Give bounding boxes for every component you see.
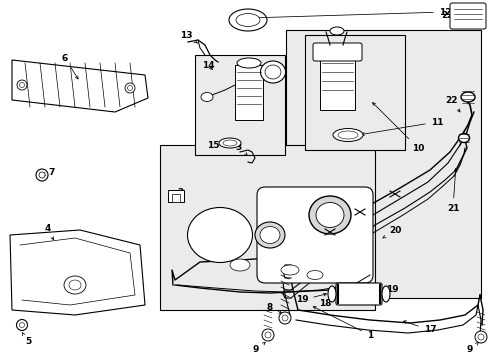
Text: 19: 19 bbox=[385, 285, 398, 294]
Text: 18: 18 bbox=[318, 293, 356, 307]
Ellipse shape bbox=[17, 320, 27, 330]
Ellipse shape bbox=[17, 80, 27, 90]
Ellipse shape bbox=[201, 93, 213, 102]
Bar bbox=[160, 145, 374, 310]
Ellipse shape bbox=[332, 129, 362, 141]
Text: 1: 1 bbox=[313, 307, 372, 339]
FancyBboxPatch shape bbox=[449, 3, 485, 29]
Bar bbox=[195, 55, 285, 155]
Ellipse shape bbox=[228, 9, 266, 31]
Ellipse shape bbox=[329, 27, 343, 35]
Text: 3: 3 bbox=[234, 143, 247, 156]
Ellipse shape bbox=[282, 315, 287, 321]
Polygon shape bbox=[12, 60, 148, 112]
Ellipse shape bbox=[187, 207, 252, 262]
Ellipse shape bbox=[20, 323, 24, 328]
Text: 2: 2 bbox=[177, 188, 183, 197]
Ellipse shape bbox=[64, 276, 86, 294]
Ellipse shape bbox=[20, 82, 24, 87]
Text: 17: 17 bbox=[403, 321, 435, 334]
Ellipse shape bbox=[260, 226, 280, 243]
Text: 13: 13 bbox=[180, 31, 197, 43]
Text: 7: 7 bbox=[43, 167, 55, 176]
Ellipse shape bbox=[264, 65, 281, 79]
Bar bbox=[319, 55, 354, 110]
Bar bbox=[235, 65, 263, 120]
Text: 9: 9 bbox=[252, 342, 264, 355]
Ellipse shape bbox=[39, 172, 45, 178]
Ellipse shape bbox=[236, 14, 260, 27]
Ellipse shape bbox=[458, 134, 468, 143]
Text: 15: 15 bbox=[206, 140, 224, 149]
Text: 23: 23 bbox=[440, 10, 452, 19]
Ellipse shape bbox=[337, 131, 357, 139]
Ellipse shape bbox=[306, 270, 323, 279]
Text: 5: 5 bbox=[22, 332, 31, 346]
Ellipse shape bbox=[219, 138, 241, 148]
Text: 22: 22 bbox=[445, 95, 459, 112]
Ellipse shape bbox=[381, 286, 389, 302]
Text: 6: 6 bbox=[62, 54, 78, 79]
Ellipse shape bbox=[254, 222, 285, 248]
Ellipse shape bbox=[474, 331, 486, 343]
Text: 21: 21 bbox=[446, 168, 458, 212]
Text: 11: 11 bbox=[361, 117, 442, 135]
FancyBboxPatch shape bbox=[257, 187, 372, 283]
Ellipse shape bbox=[262, 329, 273, 341]
Text: 20: 20 bbox=[382, 225, 400, 238]
Bar bbox=[168, 190, 183, 202]
FancyBboxPatch shape bbox=[335, 283, 381, 305]
Polygon shape bbox=[10, 230, 145, 315]
Text: 8: 8 bbox=[266, 302, 281, 313]
Ellipse shape bbox=[237, 58, 261, 68]
Bar bbox=[172, 194, 180, 202]
Text: 16: 16 bbox=[241, 63, 261, 72]
Ellipse shape bbox=[327, 286, 335, 302]
FancyBboxPatch shape bbox=[312, 43, 361, 61]
Ellipse shape bbox=[69, 280, 81, 290]
Ellipse shape bbox=[260, 61, 285, 83]
Ellipse shape bbox=[229, 259, 249, 271]
Ellipse shape bbox=[279, 312, 290, 324]
Bar bbox=[285, 30, 480, 298]
Ellipse shape bbox=[127, 86, 132, 90]
Text: 12: 12 bbox=[251, 8, 450, 19]
Ellipse shape bbox=[125, 83, 135, 93]
Text: 9: 9 bbox=[466, 342, 477, 355]
Ellipse shape bbox=[315, 202, 343, 228]
Text: 10: 10 bbox=[372, 103, 423, 153]
Ellipse shape bbox=[223, 140, 237, 146]
Text: 4: 4 bbox=[45, 224, 54, 240]
Ellipse shape bbox=[36, 169, 48, 181]
Text: 19: 19 bbox=[295, 293, 326, 305]
Ellipse shape bbox=[281, 265, 298, 275]
Bar bbox=[305, 35, 404, 150]
Ellipse shape bbox=[264, 332, 270, 338]
Text: 14: 14 bbox=[201, 60, 214, 69]
Ellipse shape bbox=[460, 92, 474, 102]
Ellipse shape bbox=[308, 196, 350, 234]
Ellipse shape bbox=[477, 334, 483, 340]
